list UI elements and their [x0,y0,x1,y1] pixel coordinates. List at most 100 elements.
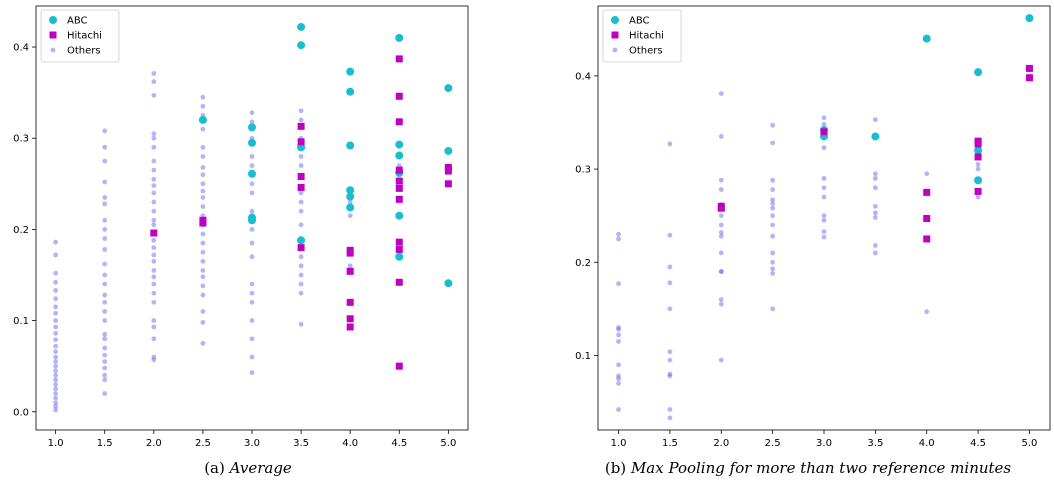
point-others [102,309,108,314]
legend-label-hitachi: Hitachi [629,31,664,42]
point-others [718,357,724,363]
point-others [667,141,673,147]
point-others [53,318,59,323]
point-hitachi [444,163,452,171]
point-others [151,92,157,98]
point-others [770,187,776,192]
point-others [53,324,59,330]
point-others [151,217,157,223]
point-others [249,154,255,159]
point-others [102,272,108,278]
point-others [298,222,304,228]
point-others [249,370,255,375]
x-tick-label: 3.0 [244,438,260,449]
point-others [53,337,59,343]
x-tick-label: 2.0 [146,438,162,449]
point-others [102,217,108,223]
point-others [821,115,827,121]
caption-a: (a) Average [204,459,292,477]
point-others [151,290,157,296]
legend-marker-abc [49,16,57,24]
point-others [821,194,827,200]
point-others [718,230,724,235]
point-others [770,201,776,206]
point-others [200,268,206,273]
point-others [872,210,878,216]
point-hitachi [923,188,931,196]
point-others [616,326,621,332]
point-others [298,290,304,296]
point-abc [248,169,256,178]
point-others [53,296,59,302]
point-others [718,187,724,192]
point-others [872,243,878,248]
point-hitachi [395,166,403,174]
point-others [151,199,157,205]
point-others [616,332,621,338]
point-others [872,171,878,177]
legend: ABC Hitachi Others [602,9,682,63]
point-others [151,131,157,137]
point-others [298,321,304,327]
point-others [347,213,353,219]
point-others [53,354,59,360]
point-others [151,190,157,196]
point-others [616,376,621,382]
y-tick-label: 0.4 [13,43,29,54]
point-others [53,368,59,374]
point-others [616,407,621,412]
point-others [298,272,304,278]
point-others [667,232,673,238]
legend-label-abc: ABC [67,16,88,27]
point-others [770,213,776,219]
legend-label-hitachi: Hitachi [67,31,102,42]
point-others [200,204,206,210]
point-others [53,288,59,293]
point-others [53,359,59,365]
point-hitachi [395,238,403,246]
point-others [770,122,776,128]
point-hitachi [395,177,403,185]
point-others [200,172,206,178]
point-others [102,226,108,232]
point-others [821,213,827,219]
point-others [667,306,673,312]
x-tick-label: 1.5 [97,438,113,449]
caption-b-title: Max Pooling for more than two reference … [630,459,1011,477]
point-others [151,258,157,264]
y-tick-label: 0.3 [575,165,591,176]
point-others [821,229,827,234]
point-others [200,249,206,255]
point-others [102,365,108,371]
point-others [924,309,930,315]
point-others [770,197,776,203]
point-others [151,158,157,164]
point-hitachi [717,204,725,212]
legend-box [602,9,682,63]
x-tick-label: 1.5 [662,438,678,449]
point-others [616,236,621,242]
point-others [53,403,59,409]
point-others [200,283,206,289]
point-hitachi [395,92,403,100]
point-others [53,304,59,310]
point-others [102,336,108,342]
point-others [821,121,827,127]
point-abc [974,68,983,77]
point-hitachi [923,235,931,243]
caption-a-prefix: (a) [204,459,225,477]
point-others [718,177,724,183]
point-others [102,391,108,396]
point-hitachi [923,214,931,222]
point-others [347,263,353,269]
point-others [102,352,108,358]
point-others [872,215,878,220]
legend-marker-hitachi [49,31,57,39]
point-others [975,194,981,200]
legend: ABC Hitachi Others [40,9,120,63]
point-others [347,199,353,205]
point-abc [1025,14,1034,23]
point-others [200,181,206,187]
point-others [53,377,59,383]
point-others [298,108,304,114]
